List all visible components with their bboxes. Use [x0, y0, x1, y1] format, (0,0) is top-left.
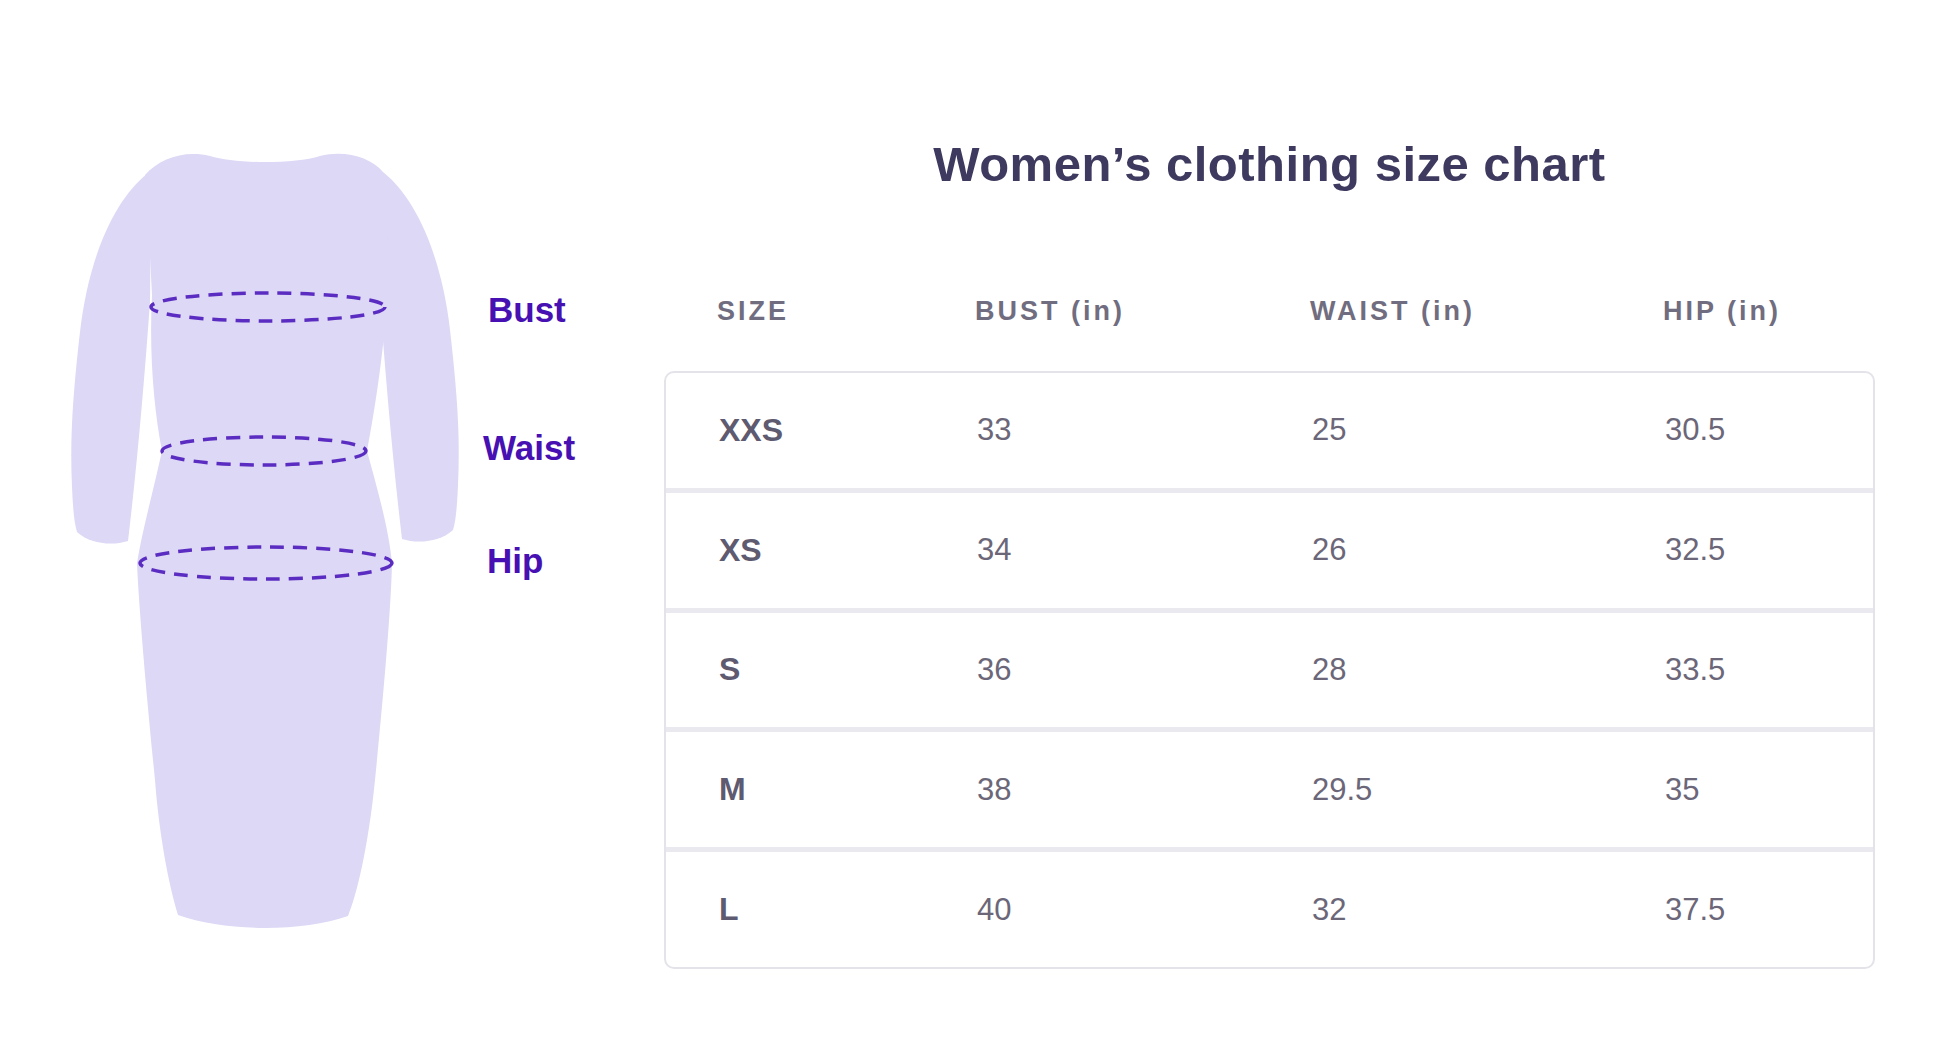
column-header-bust: BUST (in) — [975, 296, 1310, 327]
table-row: S 36 28 33.5 — [666, 608, 1873, 728]
dress-left-sleeve — [71, 174, 150, 544]
bust-cell: 33 — [977, 412, 1312, 448]
bust-label: Bust — [488, 292, 566, 327]
size-chart-infographic: Bust Waist Hip Women’s clothing size cha… — [0, 0, 1946, 1038]
hip-label: Hip — [487, 543, 543, 578]
size-cell: M — [719, 771, 977, 808]
table-row: XS 34 26 32.5 — [666, 488, 1873, 608]
dress-body — [137, 154, 392, 928]
bust-cell: 36 — [977, 652, 1312, 688]
size-cell: L — [719, 891, 977, 928]
dress-svg — [50, 140, 470, 950]
waist-cell: 28 — [1312, 652, 1665, 688]
hip-cell: 33.5 — [1665, 652, 1873, 688]
hip-cell: 32.5 — [1665, 532, 1873, 568]
waist-cell: 26 — [1312, 532, 1665, 568]
table-row: L 40 32 37.5 — [666, 847, 1873, 967]
hip-cell: 35 — [1665, 772, 1873, 808]
column-header-size: SIZE — [717, 296, 975, 327]
bust-cell: 40 — [977, 892, 1312, 928]
waist-cell: 29.5 — [1312, 772, 1665, 808]
waist-label: Waist — [483, 430, 575, 465]
column-header-waist: WAIST (in) — [1310, 296, 1663, 327]
bust-cell: 34 — [977, 532, 1312, 568]
bust-cell: 38 — [977, 772, 1312, 808]
hip-cell: 37.5 — [1665, 892, 1873, 928]
dress-right-sleeve — [380, 172, 459, 542]
column-header-hip: HIP (in) — [1663, 296, 1875, 327]
table-row: M 38 29.5 35 — [666, 727, 1873, 847]
table-header-row: SIZE BUST (in) WAIST (in) HIP (in) — [664, 296, 1875, 327]
size-cell: S — [719, 651, 977, 688]
dress-illustration — [50, 140, 470, 950]
size-table: XXS 33 25 30.5 XS 34 26 32.5 S 36 28 33.… — [664, 371, 1875, 969]
size-cell: XS — [719, 532, 977, 569]
table-row: XXS 33 25 30.5 — [666, 373, 1873, 488]
waist-cell: 25 — [1312, 412, 1665, 448]
page-title: Women’s clothing size chart — [664, 136, 1875, 192]
hip-cell: 30.5 — [1665, 412, 1873, 448]
size-cell: XXS — [719, 412, 977, 449]
waist-cell: 32 — [1312, 892, 1665, 928]
